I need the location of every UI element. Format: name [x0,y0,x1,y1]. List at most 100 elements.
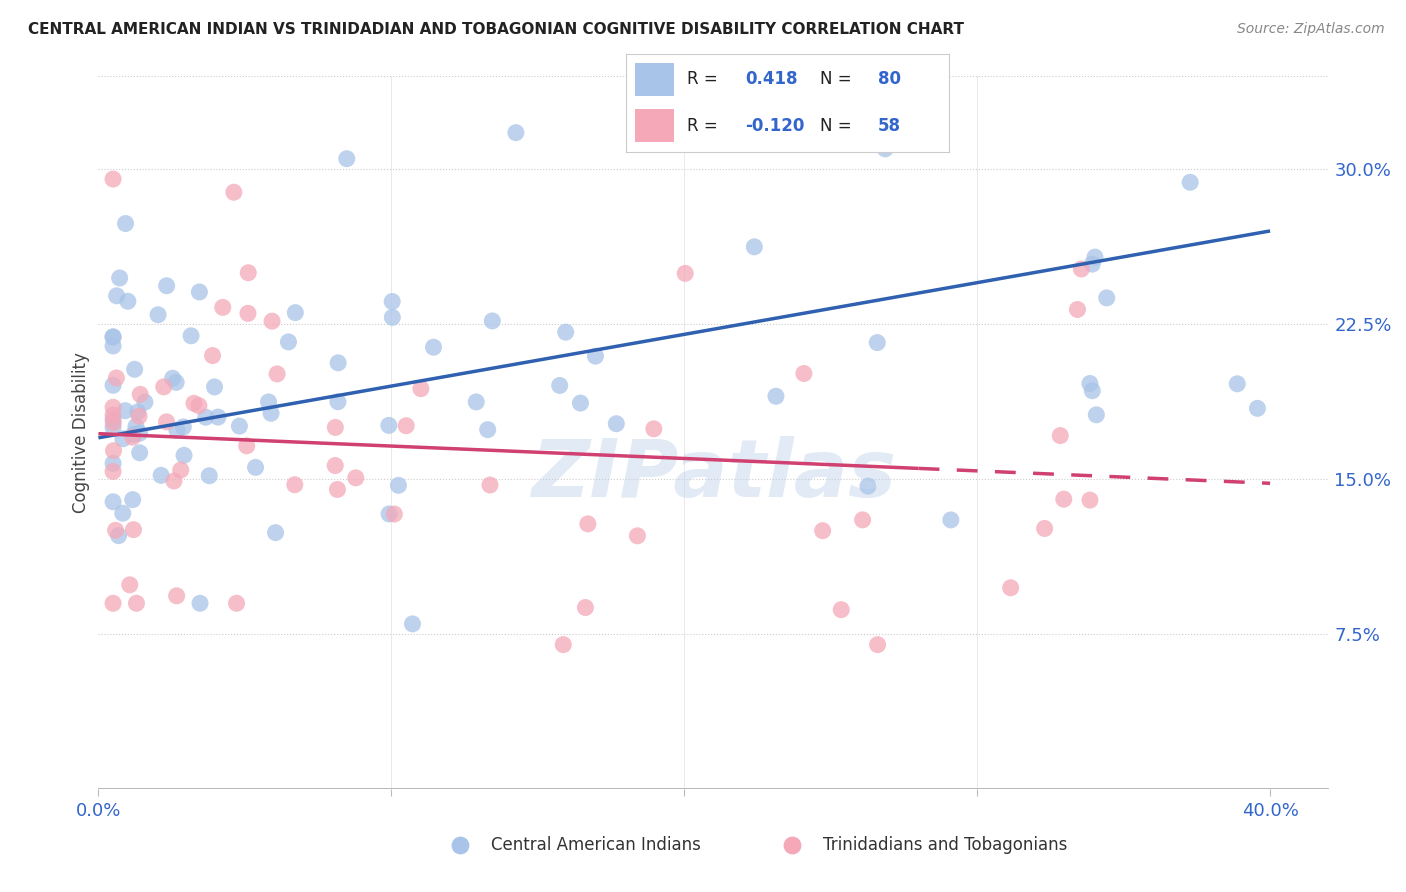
Point [128,409,150,424]
Text: -0.120: -0.120 [745,117,804,135]
Point [1053,492,1076,507]
Point [108,271,131,285]
Point [569,396,592,410]
Point [465,395,488,409]
Point [150,468,173,483]
Point [236,306,259,320]
Point [125,419,148,434]
Point [104,523,127,537]
Point [326,356,349,370]
Point [395,418,418,433]
Point [101,456,124,470]
Point [1081,257,1104,271]
Point [793,367,815,381]
Point [277,334,299,349]
Point [260,406,283,420]
Point [155,415,177,429]
Point [166,423,188,437]
Point [875,142,897,156]
Point [101,401,124,415]
Point [166,589,188,603]
Point [225,596,247,610]
Point [382,507,405,521]
Point [101,330,124,344]
Point [103,443,125,458]
Point [266,367,288,381]
Point [605,417,627,431]
Point [129,387,152,401]
Text: 58: 58 [877,117,901,135]
Point [626,529,648,543]
Point [101,465,124,479]
Point [114,403,136,417]
Point [548,378,571,392]
Text: CENTRAL AMERICAN INDIAN VS TRINIDADIAN AND TOBAGONIAN COGNITIVE DISABILITY CORRE: CENTRAL AMERICAN INDIAN VS TRINIDADIAN A… [28,22,965,37]
Point [118,578,141,592]
Text: R =: R = [688,70,723,87]
Point [284,305,307,319]
Point [325,420,347,434]
Point [1066,302,1088,317]
Point [198,468,221,483]
Point [336,152,359,166]
Text: 80: 80 [877,70,901,87]
Point [156,278,179,293]
Text: N =: N = [820,70,856,87]
Point [101,412,124,426]
Point [553,638,575,652]
Point [323,458,346,473]
Point [125,596,148,610]
Point [782,838,804,853]
Point [134,395,156,409]
Point [121,492,143,507]
Point [378,507,401,521]
Point [201,349,224,363]
Point [128,446,150,460]
Point [128,426,150,441]
Point [207,410,229,425]
Point [344,471,367,485]
Point [387,478,409,492]
Point [1000,581,1022,595]
Point [409,382,432,396]
Point [401,616,423,631]
Point [127,405,149,419]
Point [173,448,195,462]
Point [114,217,136,231]
Point [105,289,128,303]
Point [122,427,145,442]
Point [101,596,124,610]
Point [111,506,134,520]
Point [101,172,124,186]
Point [111,432,134,446]
Point [866,638,889,652]
Point [422,340,444,354]
Point [830,603,852,617]
Point [101,420,124,434]
Point [162,371,184,385]
Point [554,325,576,339]
Point [1085,408,1108,422]
Point [235,439,257,453]
Point [238,266,260,280]
Point [121,430,143,444]
Point [187,399,209,413]
Point [172,420,194,434]
Point [146,308,169,322]
Point [585,349,607,363]
Point [165,376,187,390]
Point [1178,175,1201,189]
Point [188,285,211,299]
Point [103,416,125,430]
Point [204,380,226,394]
Text: Trinidadians and Tobagonians: Trinidadians and Tobagonians [824,836,1067,855]
Point [1078,376,1101,391]
Point [811,524,834,538]
Point [673,266,696,280]
Point [478,478,501,492]
Point [939,513,962,527]
Point [378,418,401,433]
Point [101,495,124,509]
Point [105,371,128,385]
Text: N =: N = [820,117,856,135]
